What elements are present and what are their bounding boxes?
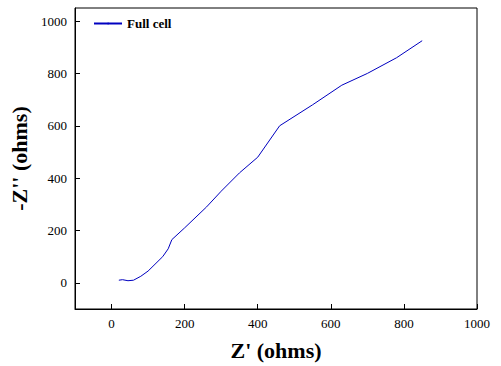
svg-text:600: 600 — [48, 118, 68, 133]
svg-text:1000: 1000 — [41, 14, 67, 29]
svg-text:800: 800 — [48, 66, 68, 81]
svg-text:0: 0 — [108, 316, 115, 331]
svg-text:Full cell: Full cell — [127, 16, 172, 31]
svg-text:1000: 1000 — [464, 316, 490, 331]
svg-text:400: 400 — [48, 171, 68, 186]
svg-text:800: 800 — [394, 316, 414, 331]
svg-text:400: 400 — [248, 316, 268, 331]
svg-text:Z' (ohms): Z' (ohms) — [230, 338, 321, 363]
svg-text:600: 600 — [321, 316, 341, 331]
svg-text:200: 200 — [175, 316, 195, 331]
svg-text:-Z'' (ohms): -Z'' (ohms) — [7, 106, 32, 211]
svg-text:200: 200 — [48, 223, 68, 238]
svg-text:0: 0 — [61, 275, 68, 290]
